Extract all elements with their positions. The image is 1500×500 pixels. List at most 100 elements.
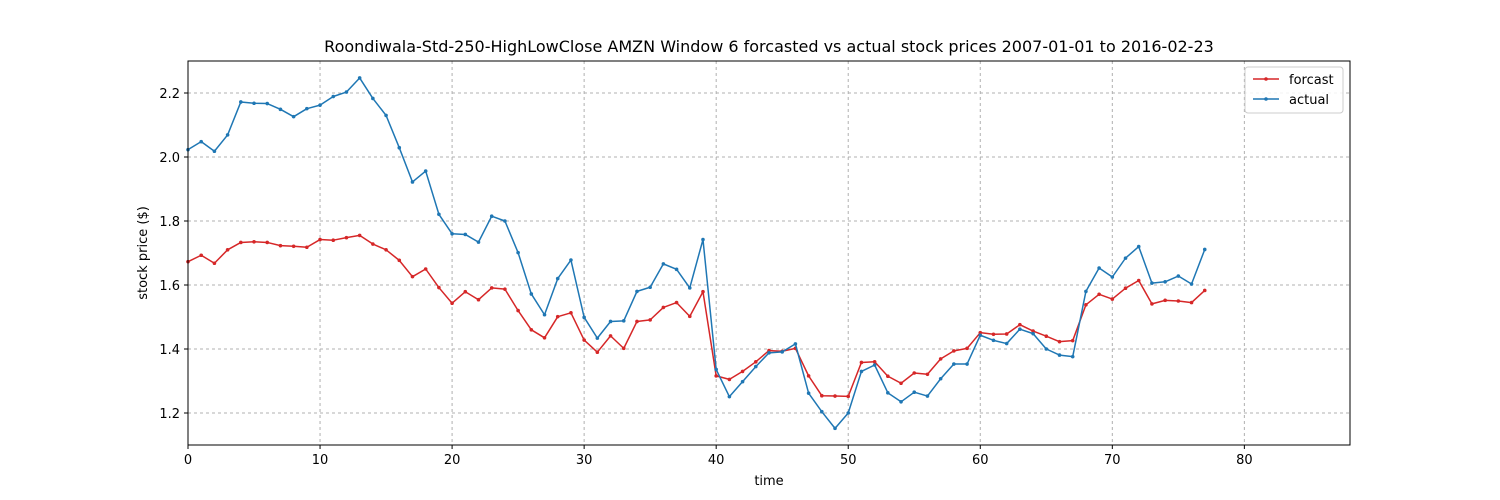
data-point bbox=[753, 360, 758, 364]
data-point bbox=[503, 219, 507, 223]
data-point bbox=[991, 338, 996, 343]
data-point bbox=[410, 180, 415, 184]
data-point bbox=[925, 394, 930, 398]
data-point bbox=[595, 336, 600, 340]
x-tick-label: 40 bbox=[708, 453, 725, 468]
x-tick-label: 0 bbox=[184, 453, 192, 468]
y-tick-label: 1.6 bbox=[159, 279, 180, 294]
data-point bbox=[648, 318, 652, 322]
data-point bbox=[1057, 339, 1062, 344]
data-point bbox=[635, 319, 639, 324]
y-axis-label: stock price ($) bbox=[136, 206, 151, 300]
data-point bbox=[687, 314, 692, 319]
data-point bbox=[569, 258, 573, 262]
data-point bbox=[239, 240, 243, 245]
data-point bbox=[938, 376, 943, 381]
data-point bbox=[1004, 332, 1009, 336]
y-tick-label: 1.8 bbox=[159, 215, 180, 230]
data-point bbox=[1163, 298, 1167, 303]
data-point bbox=[872, 360, 877, 364]
y-tick-label: 2.0 bbox=[159, 151, 180, 166]
x-tick-label: 60 bbox=[972, 453, 989, 468]
data-point bbox=[912, 371, 917, 375]
data-point bbox=[542, 336, 547, 340]
data-point bbox=[1018, 322, 1022, 327]
data-point bbox=[780, 350, 785, 354]
y-tick-label: 2.2 bbox=[159, 87, 180, 102]
data-point bbox=[753, 364, 758, 369]
data-point bbox=[357, 233, 362, 238]
data-point bbox=[384, 248, 388, 252]
data-point bbox=[674, 267, 679, 272]
data-point bbox=[1004, 341, 1009, 346]
data-point bbox=[965, 346, 969, 351]
x-tick-label: 70 bbox=[1104, 453, 1121, 468]
data-point bbox=[529, 292, 534, 296]
data-point bbox=[1189, 300, 1194, 305]
data-point bbox=[199, 139, 204, 144]
data-point bbox=[582, 315, 586, 320]
legend-item-forcast: forcast bbox=[1253, 73, 1334, 88]
data-point bbox=[978, 330, 983, 335]
data-point bbox=[1097, 292, 1101, 297]
data-point bbox=[806, 374, 811, 378]
data-point bbox=[608, 334, 613, 338]
data-point bbox=[740, 369, 745, 374]
series-forcast bbox=[186, 233, 1207, 399]
data-point bbox=[252, 240, 256, 244]
data-point bbox=[1070, 354, 1075, 359]
data-point bbox=[291, 114, 296, 119]
data-point bbox=[701, 289, 705, 294]
data-point bbox=[450, 301, 454, 306]
data-point bbox=[1202, 247, 1207, 252]
data-point bbox=[1044, 347, 1049, 351]
data-point bbox=[846, 394, 851, 399]
data-point bbox=[820, 393, 824, 398]
data-point bbox=[397, 145, 402, 150]
series-line-actual bbox=[187, 77, 1206, 430]
data-point bbox=[278, 243, 283, 248]
ticks: 0 10 20 30 40 50 60 70 80 1.2 1.4 1.6 1.8 2.0 2.2 bbox=[159, 87, 1252, 468]
legend-marker bbox=[1264, 77, 1268, 81]
data-point bbox=[569, 311, 573, 315]
data-point bbox=[225, 133, 230, 137]
data-point bbox=[1176, 299, 1181, 303]
legend-marker bbox=[1264, 97, 1268, 101]
data-point bbox=[872, 363, 877, 367]
legend-label: forcast bbox=[1289, 73, 1334, 88]
data-point bbox=[463, 232, 468, 237]
data-point bbox=[529, 328, 534, 332]
data-point bbox=[740, 379, 745, 384]
data-point bbox=[621, 319, 626, 323]
data-point bbox=[225, 248, 230, 252]
data-point bbox=[516, 308, 520, 313]
data-point bbox=[1202, 288, 1207, 293]
data-point bbox=[833, 426, 837, 431]
plot-frame bbox=[187, 60, 1351, 446]
data-point bbox=[952, 362, 956, 366]
data-point bbox=[1150, 302, 1154, 306]
data-point bbox=[886, 374, 890, 379]
data-point bbox=[331, 238, 336, 242]
chart-title: Roondiwala-Std-250-HighLowClose AMZN Win… bbox=[324, 37, 1214, 56]
data-point bbox=[1136, 278, 1141, 283]
data-point bbox=[318, 103, 322, 107]
data-point bbox=[423, 169, 428, 173]
data-point bbox=[714, 374, 718, 378]
data-point bbox=[265, 101, 270, 106]
data-point bbox=[212, 261, 217, 266]
data-point bbox=[1110, 275, 1115, 279]
x-tick-label: 10 bbox=[312, 453, 329, 468]
y-tick-label: 1.4 bbox=[159, 343, 180, 358]
data-point bbox=[291, 244, 296, 249]
data-point bbox=[899, 381, 903, 386]
data-point bbox=[450, 232, 454, 236]
data-point bbox=[687, 286, 692, 290]
data-point bbox=[886, 391, 890, 395]
y-tick-label: 1.2 bbox=[159, 407, 180, 422]
data-point bbox=[1176, 274, 1181, 278]
data-point bbox=[635, 289, 639, 294]
data-point bbox=[489, 214, 494, 218]
x-tick-label: 30 bbox=[576, 453, 593, 468]
data-point bbox=[384, 113, 388, 118]
